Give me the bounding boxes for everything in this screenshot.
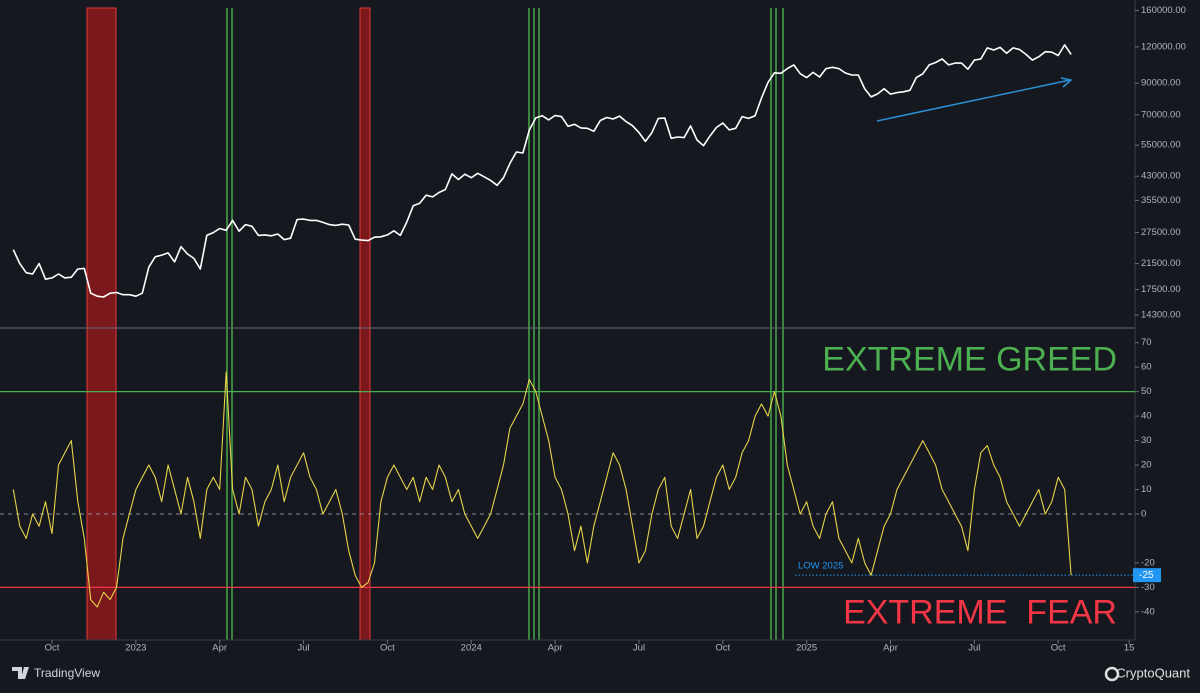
level-label: EXTREME FEAR: [843, 593, 1117, 631]
level-label: EXTREME GREED: [822, 341, 1117, 379]
cryptoquant-logo: [1104, 666, 1120, 682]
y-tick-label: 27500.00: [1141, 227, 1181, 238]
oscillator-line: [12, 371, 1072, 608]
x-tick-label: Apr: [548, 643, 563, 654]
y-tick-label: 43000.00: [1141, 171, 1181, 182]
footer-left: TradingView: [34, 666, 100, 680]
y2-tick-label: 60: [1141, 362, 1152, 373]
fear-band: [86, 7, 117, 641]
x-tick-label: Apr: [883, 643, 898, 654]
tradingview-logo: [12, 667, 29, 679]
greed-markers: [226, 8, 784, 640]
y-tick-label: 90000.00: [1141, 78, 1181, 89]
x-tick-label: Oct: [715, 643, 730, 654]
x-tick-label: Jul: [968, 643, 980, 654]
footer-right: CryptoQuant: [1116, 665, 1190, 680]
y-tick-label: 160000.00: [1141, 5, 1186, 16]
x-tick-label: 2023: [125, 643, 146, 654]
y-tick-label: 55000.00: [1141, 140, 1181, 151]
y2-tick-label: 10: [1141, 484, 1152, 495]
trend-arrow: [876, 77, 1073, 122]
y2-tick-label: 50: [1141, 386, 1152, 397]
x-tick-label: Jul: [297, 643, 309, 654]
low-badge: [1133, 568, 1161, 583]
y2-tick-label: 0: [1141, 508, 1146, 519]
y-tick-label: 120000.00: [1141, 41, 1186, 52]
y2-tick-label: -40: [1141, 606, 1155, 617]
y2-tick-label: 30: [1141, 435, 1152, 446]
y-tick-label: 35500.00: [1141, 195, 1181, 206]
y-tick-label: 14300.00: [1141, 310, 1181, 321]
y2-tick-label: -30: [1141, 582, 1155, 593]
x-tick-label: 15: [1124, 643, 1135, 654]
y2-tick-label: -20: [1141, 557, 1155, 568]
y-tick-label: 17500.00: [1141, 284, 1181, 295]
price-line: [12, 44, 1072, 298]
x-tick-label: 2024: [461, 643, 482, 654]
y-tick-label: 70000.00: [1141, 109, 1181, 120]
low-label: LOW 2025: [798, 561, 843, 572]
x-tick-label: Jul: [633, 643, 645, 654]
y2-tick-label: 70: [1141, 337, 1152, 348]
x-tick-label: Apr: [212, 643, 227, 654]
fear-band: [359, 7, 371, 641]
x-tick-label: Oct: [45, 643, 60, 654]
y2-tick-label: 40: [1141, 411, 1152, 422]
x-tick-label: Oct: [380, 643, 395, 654]
y-tick-label: 21500.00: [1141, 258, 1181, 269]
footer: TradingView CryptoQuant: [12, 665, 1190, 682]
x-tick-label: Oct: [1051, 643, 1066, 654]
x-tick-label: 2025: [796, 643, 817, 654]
y2-tick-label: 20: [1141, 460, 1152, 471]
low-badge-label: -25: [1139, 570, 1154, 581]
